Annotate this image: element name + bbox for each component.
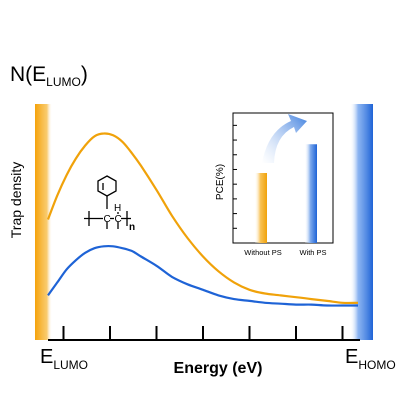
improvement-arrow <box>262 114 307 163</box>
homo-band-edge <box>350 104 373 340</box>
chart-title: N(ELUMO) <box>10 63 88 89</box>
repeat-subscript: n <box>129 222 135 233</box>
series-line-blue <box>47 244 358 307</box>
x-label-lumo-main: E <box>40 346 53 368</box>
inset-bar-with-ps <box>305 144 317 243</box>
series-layer <box>46 132 359 307</box>
title-close: ) <box>81 63 88 86</box>
x-label-homo-main: E <box>345 346 358 368</box>
x-label-homo: EHOMO <box>345 346 396 372</box>
atom-c-2: C <box>115 214 122 225</box>
x-tick-layer <box>62 326 344 340</box>
benzene-ring <box>97 175 117 197</box>
inset-bar-without-ps <box>255 173 267 243</box>
lumo-band-edge <box>35 104 52 340</box>
x-label-homo-sub: HOMO <box>358 358 395 372</box>
x-label-lumo: ELUMO <box>40 346 88 372</box>
x-axis-label: Energy (eV) <box>174 360 263 377</box>
pce-inset: PCE(%) Without PS With PS <box>215 112 334 257</box>
series-line-orange <box>46 132 359 305</box>
atom-c-1: C <box>104 214 111 225</box>
inset-y-label: PCE(%) <box>215 164 226 200</box>
inset-category-without: Without PS <box>244 248 282 257</box>
x-label-lumo-sub: LUMO <box>53 358 88 372</box>
polystyrene-structure <box>84 175 131 229</box>
title-sub: LUMO <box>46 75 81 89</box>
inset-category-with: With PS <box>299 248 326 257</box>
inset-bars <box>255 144 317 243</box>
atom-h: H <box>114 203 121 214</box>
inset-y-ticks <box>233 124 237 229</box>
title-main: N(E <box>10 63 46 86</box>
y-axis-label: Trap density <box>8 162 24 239</box>
